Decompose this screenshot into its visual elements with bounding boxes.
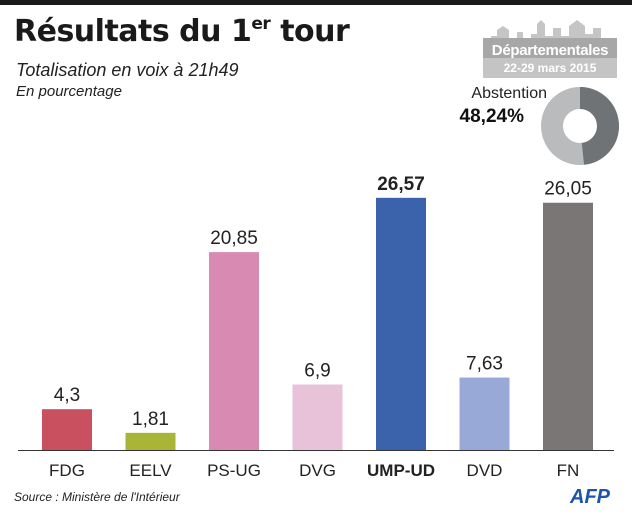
value-label-ps-ug: 20,85 xyxy=(210,228,258,249)
value-label-dvg: 6,9 xyxy=(304,361,330,382)
svg-text:AFP: AFP xyxy=(569,486,611,506)
abstention-donut xyxy=(541,87,619,165)
value-label-fdg: 4,3 xyxy=(54,385,80,406)
town-skyline-icon xyxy=(483,20,617,78)
category-label-fn: FN xyxy=(557,461,580,480)
value-label-fn: 26,05 xyxy=(544,179,592,200)
afp-logo: AFP xyxy=(569,486,611,506)
donut-abstention-arc xyxy=(541,87,619,165)
value-label-ump-ud: 26,57 xyxy=(377,174,425,195)
top-rule xyxy=(0,0,632,5)
bar-dvd xyxy=(459,377,510,450)
abstention-value: 48,24% xyxy=(459,106,524,127)
bar-chart: 4,3 FDG 1,81 EELV 20,85 PS-UG 6,9 DVG 26,57 UMP-U… xyxy=(18,174,614,480)
source-note: Source : Ministère de l'Intérieur xyxy=(14,490,180,504)
category-label-fdg: FDG xyxy=(49,461,85,480)
category-label-dvg: DVG xyxy=(299,461,336,480)
badge-label: Départementales xyxy=(491,42,609,59)
election-badge: Départementales 22-29 mars 2015 xyxy=(483,12,617,78)
value-label-eelv: 1,81 xyxy=(132,409,169,430)
bar-fn xyxy=(543,202,593,450)
badge-dates: 22-29 mars 2015 xyxy=(503,61,597,75)
chart-title: Résultats du 1er tour xyxy=(14,14,350,49)
bar-ump-ud xyxy=(376,197,426,450)
category-label-ump-ud: UMP-UD xyxy=(367,461,435,480)
category-label-dvd: DVD xyxy=(467,461,503,480)
chart-subtitle: Totalisation en voix à 21h49 xyxy=(16,60,239,80)
bar-ps-ug xyxy=(209,252,259,450)
bar-fdg xyxy=(42,409,92,450)
value-label-dvd: 7,63 xyxy=(466,354,503,375)
unit-note: En pourcentage xyxy=(16,83,122,100)
abstention-label: Abstention xyxy=(471,85,547,102)
bar-eelv xyxy=(125,432,176,450)
bar-dvg xyxy=(292,384,343,450)
category-label-ps-ug: PS-UG xyxy=(207,461,261,480)
category-label-eelv: EELV xyxy=(129,461,172,480)
